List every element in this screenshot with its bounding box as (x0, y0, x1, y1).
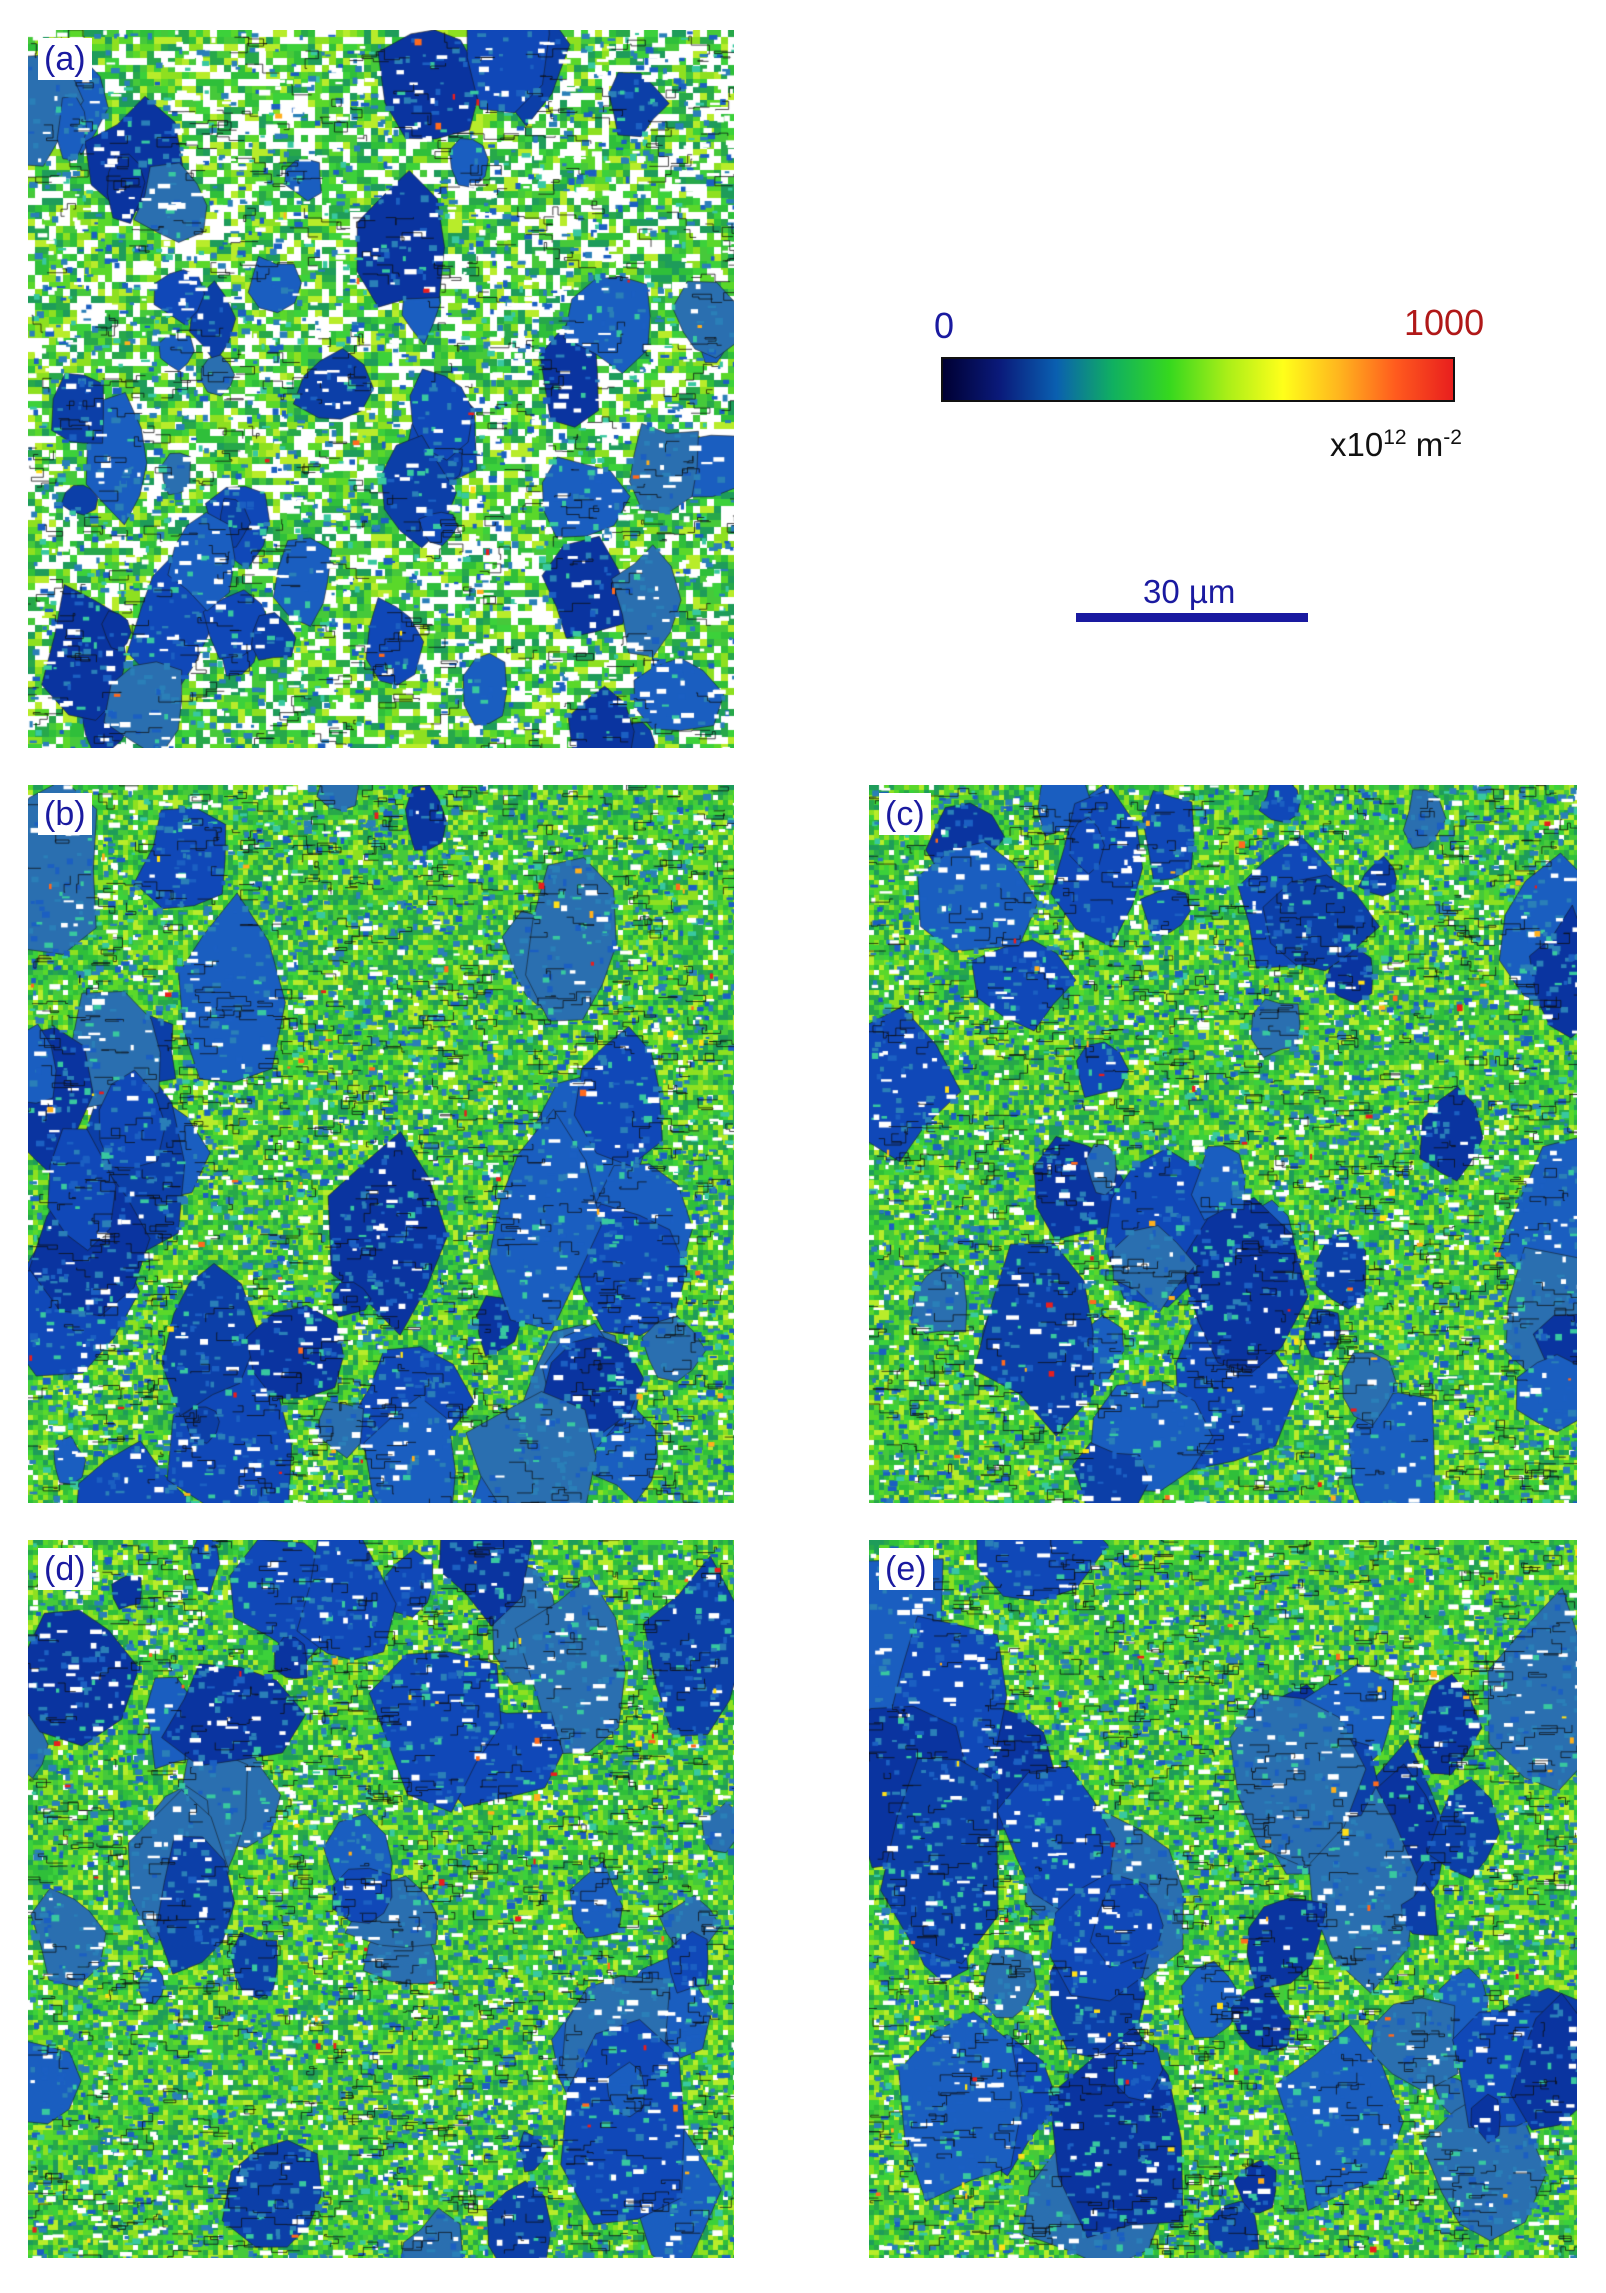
colorbar-min-label: 0 (934, 305, 955, 346)
panel-label-c: (c) (879, 793, 931, 835)
map-image-a (28, 30, 734, 748)
map-panel-e: (e) (869, 1540, 1577, 2258)
colorbar (941, 357, 1455, 402)
panel-label-d: (d) (38, 1548, 92, 1590)
unit-prefix: x10 (1330, 426, 1384, 463)
map-image-c (869, 785, 1577, 1503)
map-panel-b: (b) (28, 785, 734, 1503)
map-panel-d: (d) (28, 1540, 734, 2258)
unit-exponent-2: -2 (1443, 426, 1462, 449)
map-image-e (869, 1540, 1577, 2258)
scale-bar (1076, 613, 1308, 622)
panel-label-a: (a) (38, 38, 92, 80)
map-image-b (28, 785, 734, 1503)
map-image-d (28, 1540, 734, 2258)
unit-exponent: 12 (1383, 426, 1407, 449)
scale-bar-label: 30 µm (1143, 573, 1236, 610)
unit-base: m (1406, 426, 1444, 463)
colorbar-max-label: 1000 (1404, 302, 1485, 343)
colorbar-unit-label: x1012 m-2 (1330, 426, 1462, 464)
map-panel-c: (c) (869, 785, 1577, 1503)
panel-label-b: (b) (38, 793, 92, 835)
map-panel-a: (a) (28, 30, 734, 748)
panel-label-e: (e) (879, 1548, 933, 1590)
